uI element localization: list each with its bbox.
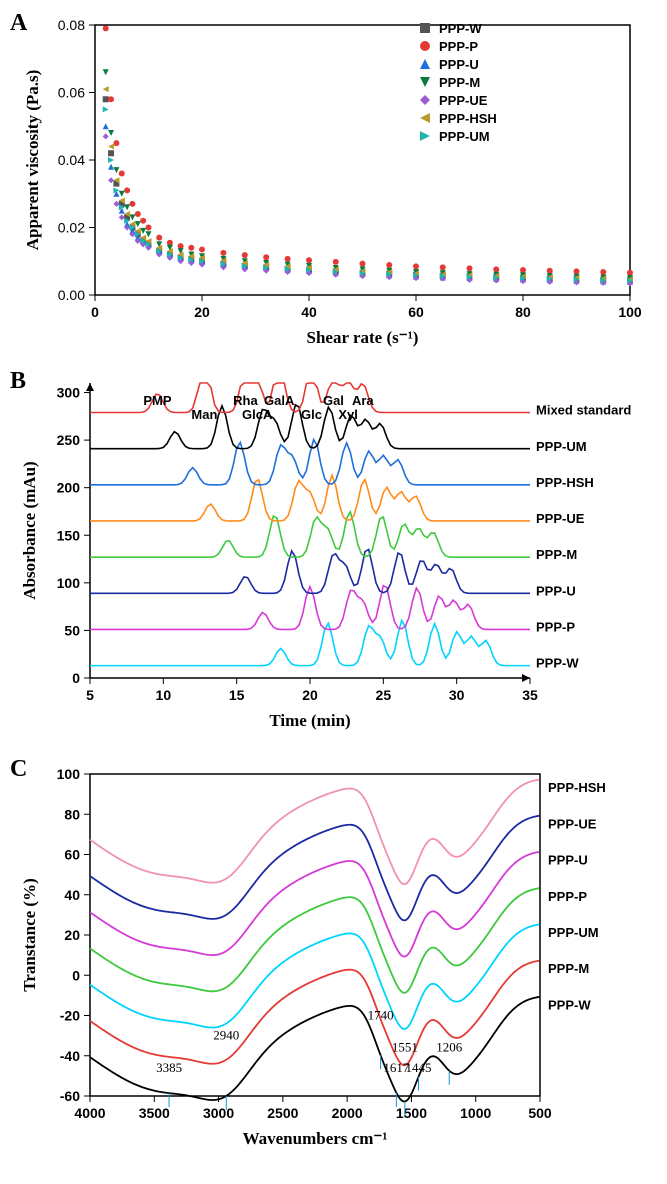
svg-text:0: 0 (72, 670, 80, 686)
svg-text:0: 0 (91, 304, 99, 320)
svg-text:PPP-M: PPP-M (536, 547, 577, 562)
svg-text:GlcA: GlcA (242, 407, 273, 422)
svg-text:35: 35 (522, 687, 538, 703)
svg-text:-20: -20 (60, 1008, 80, 1024)
svg-text:250: 250 (57, 432, 81, 448)
svg-text:1740: 1740 (368, 1008, 394, 1023)
svg-text:Absorbance (mAu): Absorbance (mAu) (20, 461, 39, 599)
svg-text:0.04: 0.04 (58, 152, 85, 168)
svg-text:40: 40 (64, 887, 80, 903)
svg-text:Ara: Ara (352, 393, 374, 408)
svg-text:Wavenumbers cm⁻¹: Wavenumbers cm⁻¹ (243, 1129, 388, 1148)
panel-b-chart: 5 10 15 20 25 30 35 0 50 100 150 200 250 300 Time (min… (10, 368, 657, 738)
svg-text:Shear rate (s⁻¹): Shear rate (s⁻¹) (307, 328, 419, 347)
svg-text:PPP-U: PPP-U (439, 57, 479, 72)
svg-text:PPP-UM: PPP-UM (548, 925, 599, 940)
svg-text:0: 0 (72, 967, 80, 983)
svg-text:1500: 1500 (396, 1105, 427, 1121)
panel-a-chart: 0 20 40 60 80 100 0.00 0.02 0.04 0.06 0.08 Shear ra… (10, 10, 657, 350)
svg-text:Time (min): Time (min) (269, 711, 350, 730)
svg-text:-40: -40 (60, 1048, 80, 1064)
svg-text:100: 100 (57, 766, 81, 782)
svg-text:5: 5 (86, 687, 94, 703)
svg-text:PPP-UM: PPP-UM (536, 439, 587, 454)
svg-text:PPP-HSH: PPP-HSH (548, 780, 606, 795)
svg-text:300: 300 (57, 385, 81, 401)
svg-text:100: 100 (57, 575, 81, 591)
svg-text:2000: 2000 (332, 1105, 363, 1121)
svg-text:0.06: 0.06 (58, 85, 85, 101)
svg-text:PPP-P: PPP-P (548, 889, 587, 904)
svg-text:80: 80 (64, 806, 80, 822)
panel-c: C 5001000150020002500300035004000-60-40-… (10, 756, 657, 1156)
svg-text:PPP-UE: PPP-UE (536, 511, 585, 526)
svg-text:40: 40 (301, 304, 317, 320)
svg-text:3500: 3500 (139, 1105, 170, 1121)
svg-text:60: 60 (64, 847, 80, 863)
panel-c-chart: 5001000150020002500300035004000-60-40-20… (10, 756, 657, 1156)
svg-text:Mixed standard: Mixed standard (536, 403, 631, 418)
svg-text:Man: Man (191, 407, 217, 422)
svg-text:-60: -60 (60, 1088, 80, 1104)
svg-text:15: 15 (229, 687, 245, 703)
panel-b: B 5 10 15 20 25 30 35 0 50 100 150 200 250 300 Time (m… (10, 368, 657, 738)
panel-a: A 0 20 40 60 80 100 0.00 0.02 0.04 0.06 0.08 Shear … (10, 10, 657, 350)
svg-text:PPP-M: PPP-M (439, 75, 480, 90)
svg-text:1000: 1000 (460, 1105, 491, 1121)
svg-text:Transtance (%): Transtance (%) (20, 878, 39, 991)
panel-a-label: A (10, 10, 27, 37)
svg-text:3385: 3385 (156, 1060, 182, 1075)
svg-text:60: 60 (408, 304, 424, 320)
svg-text:PPP-UE: PPP-UE (548, 816, 597, 831)
svg-text:0.08: 0.08 (58, 17, 85, 33)
panel-c-label: C (10, 756, 27, 783)
svg-text:20: 20 (194, 304, 210, 320)
svg-text:1551: 1551 (392, 1040, 418, 1055)
svg-text:PPP-P: PPP-P (536, 620, 575, 635)
svg-text:3000: 3000 (203, 1105, 234, 1121)
svg-text:50: 50 (64, 622, 80, 638)
svg-text:PPP-U: PPP-U (536, 583, 576, 598)
svg-text:GalA: GalA (264, 393, 295, 408)
svg-text:2500: 2500 (267, 1105, 298, 1121)
svg-text:PPP-M: PPP-M (548, 961, 589, 976)
svg-text:Apparent viscosity (Pa.s): Apparent viscosity (Pa.s) (23, 70, 42, 251)
svg-text:Rha: Rha (233, 393, 258, 408)
svg-text:PMP: PMP (143, 393, 172, 408)
svg-text:1445: 1445 (406, 1060, 432, 1075)
svg-text:100: 100 (618, 304, 642, 320)
svg-text:PPP-P: PPP-P (439, 39, 478, 54)
svg-text:30: 30 (449, 687, 465, 703)
svg-text:80: 80 (515, 304, 531, 320)
svg-text:200: 200 (57, 480, 81, 496)
svg-text:Glc: Glc (301, 407, 322, 422)
panel-b-label: B (10, 368, 26, 395)
svg-text:PPP-UM: PPP-UM (439, 129, 490, 144)
svg-text:20: 20 (302, 687, 318, 703)
svg-text:25: 25 (376, 687, 392, 703)
svg-text:0.02: 0.02 (58, 220, 85, 236)
svg-text:150: 150 (57, 527, 81, 543)
svg-text:10: 10 (156, 687, 172, 703)
svg-text:20: 20 (64, 927, 80, 943)
svg-text:PPP-UE: PPP-UE (439, 93, 488, 108)
svg-text:1206: 1206 (436, 1040, 463, 1055)
svg-text:500: 500 (528, 1105, 552, 1121)
svg-text:2940: 2940 (213, 1028, 239, 1043)
svg-text:PPP-HSH: PPP-HSH (536, 475, 594, 490)
svg-text:PPP-U: PPP-U (548, 853, 588, 868)
svg-text:4000: 4000 (74, 1105, 105, 1121)
svg-text:Gal: Gal (323, 393, 344, 408)
svg-text:Xyl: Xyl (338, 407, 358, 422)
svg-text:PPP-W: PPP-W (439, 21, 482, 36)
svg-text:PPP-W: PPP-W (548, 997, 591, 1012)
svg-text:PPP-W: PPP-W (536, 656, 579, 671)
svg-text:0.00: 0.00 (58, 287, 85, 303)
svg-text:PPP-HSH: PPP-HSH (439, 111, 497, 126)
